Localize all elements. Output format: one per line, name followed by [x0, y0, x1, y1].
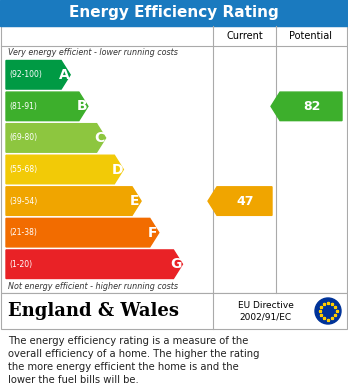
Text: Not energy efficient - higher running costs: Not energy efficient - higher running co… [8, 282, 178, 291]
Text: Very energy efficient - lower running costs: Very energy efficient - lower running co… [8, 48, 178, 57]
Text: the more energy efficient the home is and the: the more energy efficient the home is an… [8, 362, 239, 372]
Text: (69-80): (69-80) [9, 133, 37, 142]
Polygon shape [6, 92, 88, 121]
Polygon shape [6, 155, 123, 184]
Text: (21-38): (21-38) [9, 228, 37, 237]
Text: C: C [94, 131, 104, 145]
Bar [1, 293, 347, 329]
Text: G: G [171, 257, 182, 271]
Text: Potential: Potential [290, 31, 332, 41]
Text: EU Directive: EU Directive [238, 301, 293, 310]
Text: B: B [76, 99, 87, 113]
Text: A: A [58, 68, 69, 82]
Text: 2002/91/EC: 2002/91/EC [239, 312, 292, 321]
Text: (39-54): (39-54) [9, 197, 37, 206]
Text: (81-91): (81-91) [9, 102, 37, 111]
Text: Energy Efficiency Rating: Energy Efficiency Rating [69, 5, 279, 20]
Polygon shape [6, 61, 70, 89]
Text: E: E [130, 194, 140, 208]
Bar [0, 0, 348, 26]
Text: Current: Current [226, 31, 263, 41]
Text: (92-100): (92-100) [9, 70, 42, 79]
Text: The energy efficiency rating is a measure of the: The energy efficiency rating is a measur… [8, 336, 248, 346]
Polygon shape [6, 187, 141, 215]
Text: (55-68): (55-68) [9, 165, 37, 174]
Text: (1-20): (1-20) [9, 260, 32, 269]
Text: F: F [148, 226, 157, 240]
Polygon shape [6, 124, 106, 152]
Circle shape [315, 298, 341, 324]
Polygon shape [6, 218, 159, 247]
Text: lower the fuel bills will be.: lower the fuel bills will be. [8, 375, 139, 385]
Polygon shape [271, 92, 342, 121]
Polygon shape [6, 250, 182, 278]
Text: 47: 47 [237, 195, 254, 208]
Text: England & Wales: England & Wales [8, 302, 179, 320]
Text: overall efficiency of a home. The higher the rating: overall efficiency of a home. The higher… [8, 349, 260, 359]
Text: 82: 82 [303, 100, 321, 113]
Text: D: D [111, 163, 123, 176]
Polygon shape [208, 187, 272, 215]
Bar [1, 26, 347, 293]
